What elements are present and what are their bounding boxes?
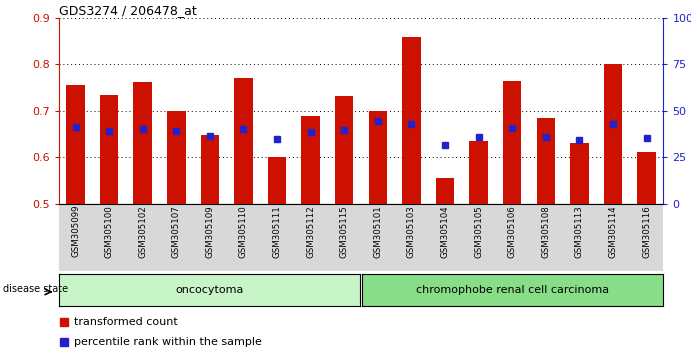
- Text: oncocytoma: oncocytoma: [175, 285, 243, 295]
- Text: GDS3274 / 206478_at: GDS3274 / 206478_at: [59, 4, 196, 17]
- Bar: [100, 95, 118, 204]
- Bar: [637, 152, 656, 204]
- Bar: [167, 110, 186, 204]
- Bar: [604, 64, 622, 204]
- Text: percentile rank within the sample: percentile rank within the sample: [74, 337, 262, 347]
- Bar: [469, 141, 488, 204]
- Bar: [536, 118, 555, 204]
- Text: disease state: disease state: [3, 284, 68, 294]
- Bar: [368, 110, 387, 204]
- Bar: [234, 78, 253, 204]
- Bar: [402, 37, 421, 204]
- Bar: [570, 143, 589, 204]
- Bar: [200, 135, 219, 204]
- Bar: [503, 81, 522, 204]
- Bar: [66, 85, 85, 204]
- Bar: [436, 178, 454, 204]
- Bar: [268, 157, 286, 204]
- Bar: [335, 96, 354, 204]
- Text: transformed count: transformed count: [74, 318, 178, 327]
- Bar: [133, 82, 152, 204]
- Text: chromophobe renal cell carcinoma: chromophobe renal cell carcinoma: [417, 285, 609, 295]
- Bar: [301, 116, 320, 204]
